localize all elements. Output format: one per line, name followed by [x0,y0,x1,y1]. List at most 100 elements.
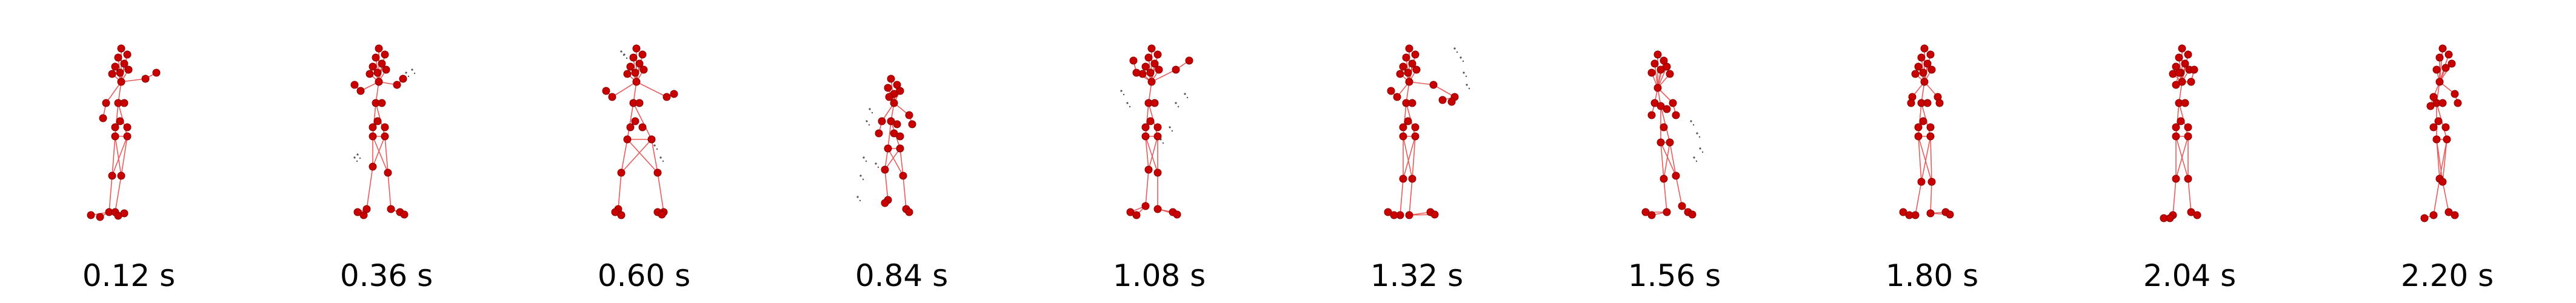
skeleton-joint [399,75,407,83]
motion-trace-dot [1162,142,1164,144]
motion-trace-dot [1453,47,1456,50]
skeleton-joint [381,132,389,141]
pose-frame: 0.84 s [773,0,1030,303]
motion-trace-dot [405,72,407,74]
skeleton-bone [618,172,622,210]
motion-trace-dot [1123,93,1125,96]
motion-trace-dot [1468,87,1470,90]
skeleton-joint [1657,65,1665,74]
skeleton-figure [1120,44,1193,219]
motion-trace-dot [1466,84,1468,86]
skeleton-joint [2438,44,2447,53]
skeleton-joint [1927,65,1936,74]
skeleton-joint [117,78,125,86]
skeleton-joint [1153,168,1162,177]
skeleton-joint [1408,59,1416,68]
motion-trace-dot [413,72,416,75]
skeleton-joint [116,68,124,77]
skeleton-joint [631,117,639,125]
skeleton-bone [1660,142,1677,176]
skeleton-joint [1919,117,1927,125]
skeleton-joint [617,168,626,177]
skeleton-joint [1653,84,1662,92]
skeleton-figure [2420,44,2462,222]
pose-frame: 2.20 s [2318,0,2576,303]
skeleton-joint [2429,123,2438,132]
skeleton-bone [2172,178,2177,216]
motion-trace-dot [863,156,865,159]
time-label: 0.84 s [855,258,949,293]
motion-trace-dot [653,144,656,147]
skeleton-joint [658,210,666,219]
skeleton-bone [1675,175,1683,207]
skeleton-joint [1408,99,1416,107]
skeleton-joint [1402,53,1410,62]
skeleton-joint [1144,165,1153,174]
motion-trace-dot [1456,51,1458,53]
skeleton-bone [1409,81,1434,85]
skeleton-joint [896,132,904,141]
skeleton-joint [1660,175,1668,183]
skeleton-joint [2187,78,2195,86]
motion-trace-dot [1460,56,1462,59]
skeleton-bone [372,136,389,173]
skeleton-bone [2439,48,2443,82]
skeleton-joint [1926,50,1935,59]
skeleton-joint [365,70,374,78]
motion-trace-dot [865,160,867,162]
skeleton-joint [124,65,133,74]
skeleton-joint [141,75,150,83]
skeleton-bone [627,102,634,140]
skeleton-joint [2184,123,2192,132]
motion-trace-dot [1184,93,1186,95]
skeleton-joint [638,50,647,59]
skeleton-joint [2451,90,2459,98]
motion-trace-dot [356,160,358,162]
skeleton-bone [366,166,373,210]
skeleton-joint [662,93,671,101]
skeleton-joint [152,68,161,77]
skeleton-joint [635,59,644,68]
skeleton-joint [2420,214,2429,222]
skeleton-joint [111,123,119,132]
motion-trace-dot [620,50,622,53]
time-label: 0.60 s [597,258,691,293]
skeleton-bone [633,102,652,140]
skeleton-joint [350,81,359,89]
skeleton-joint [120,209,128,218]
skeleton-joint [2441,64,2450,72]
skeleton-bone [887,148,904,176]
motion-trace-dot [868,124,870,126]
skeleton-joint [2429,93,2438,101]
skeleton-joint [1669,99,1677,107]
pose-frame: 1.08 s [1030,0,1288,303]
skeleton-bone [1663,142,1670,179]
skeleton-bone [2433,178,2440,216]
skeleton-bone [1403,136,1416,179]
motion-trace-dot [662,160,664,162]
skeleton-joint [1141,62,1150,71]
motion-trace-dot [1699,147,1701,150]
skeleton-joint [2429,211,2438,219]
skeleton-joint [96,213,104,221]
time-label: 2.20 s [2400,258,2494,293]
skeleton-joint [400,210,409,219]
skeleton-bone [657,172,664,213]
skeleton-joint [1946,210,1954,219]
motion-trace-dot [356,153,359,156]
skeleton-joint [1663,105,1671,113]
skeleton-joint [2438,99,2447,107]
skeleton-bone [108,175,113,213]
time-label: 2.04 s [2143,258,2237,293]
skeleton-joint [372,53,380,62]
skeleton-bone [387,172,392,210]
skeleton-bone [1918,136,1932,182]
skeleton-joint [2434,117,2443,125]
skeleton-joint [885,93,893,101]
skeleton-joint [381,50,389,59]
skeleton-joint [1185,56,1193,65]
skeleton-joint [1647,111,1656,119]
skeleton-bone [903,175,907,210]
skeleton-joint [899,171,907,180]
skeleton-joint [1408,175,1416,183]
